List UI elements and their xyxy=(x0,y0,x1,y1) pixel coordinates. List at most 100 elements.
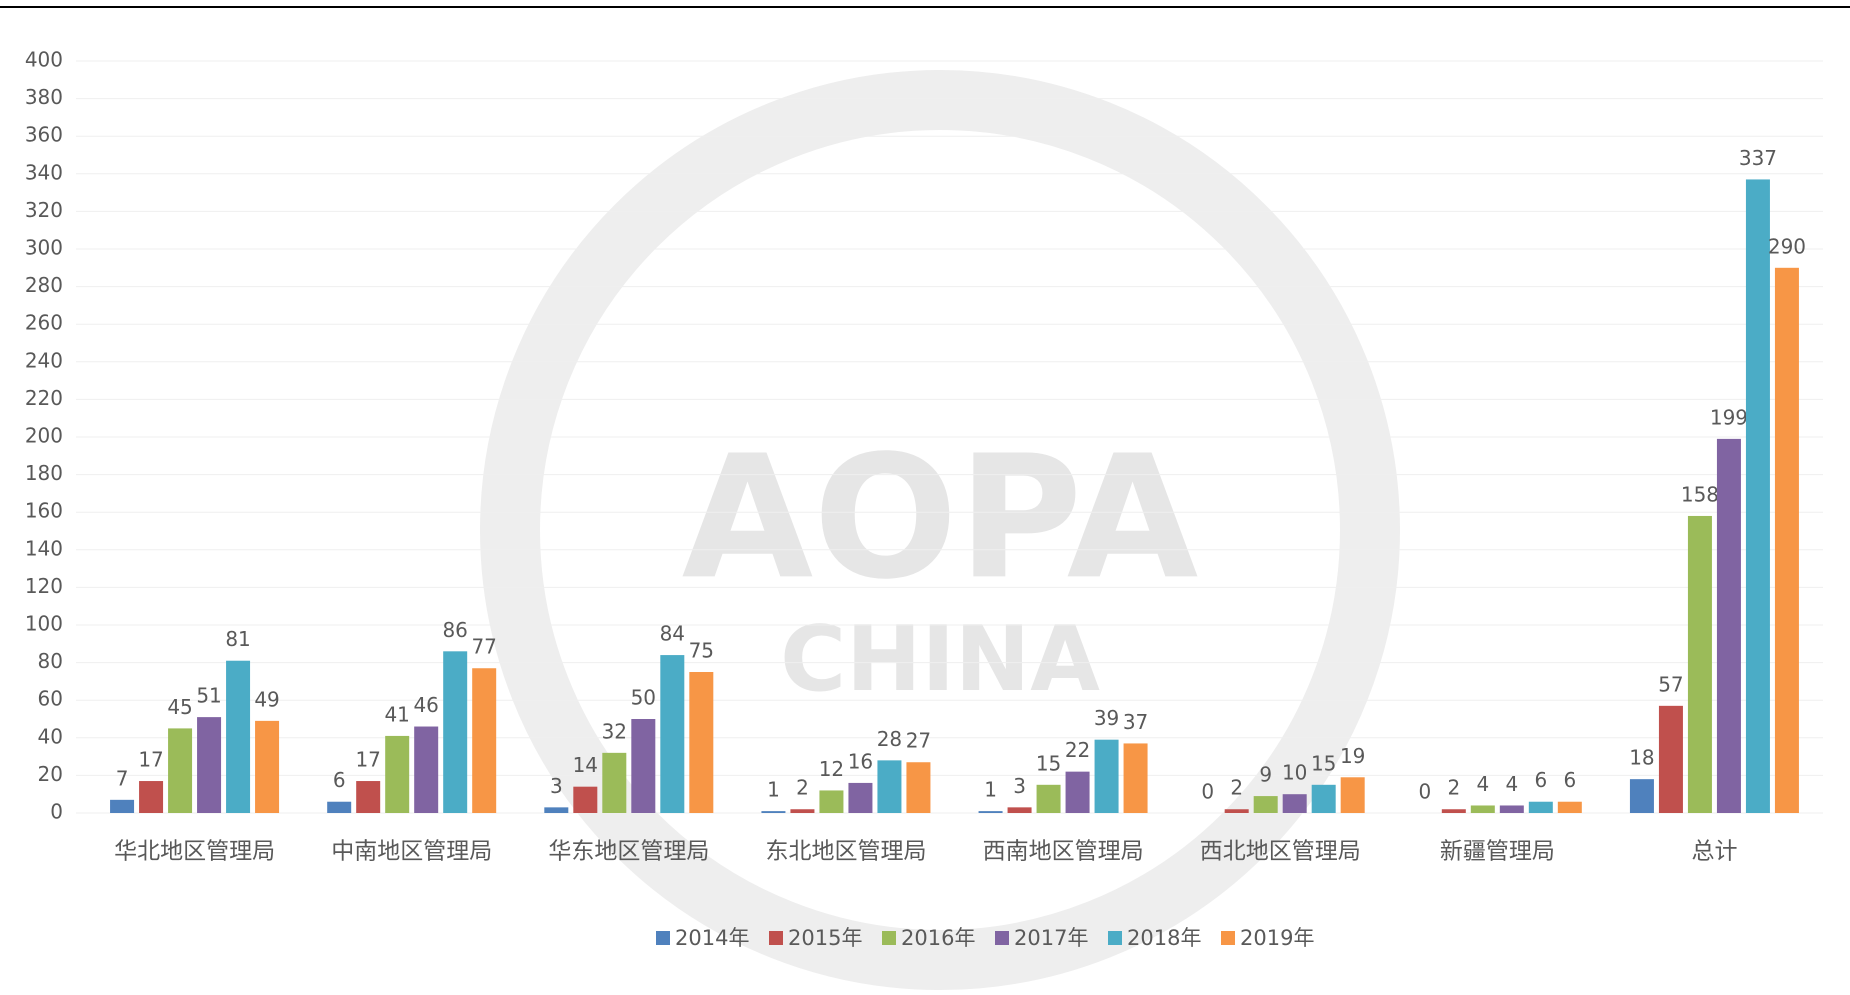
data-label: 6 xyxy=(1563,768,1576,792)
bar xyxy=(1253,796,1278,813)
bar xyxy=(544,807,569,813)
data-label: 199 xyxy=(1710,405,1748,429)
bar xyxy=(1716,438,1741,813)
data-label: 27 xyxy=(906,729,931,753)
bar xyxy=(761,811,786,813)
data-label: 75 xyxy=(689,639,714,663)
data-label: 18 xyxy=(1629,746,1654,770)
data-label: 81 xyxy=(225,627,250,651)
x-tick-label: 华东地区管理局 xyxy=(548,839,709,865)
bar xyxy=(1499,805,1524,813)
data-label: 337 xyxy=(1739,146,1777,170)
legend-label: 2018年 xyxy=(1127,926,1201,950)
y-tick-label: 60 xyxy=(38,687,63,711)
data-label: 46 xyxy=(413,693,438,717)
y-tick-label: 160 xyxy=(25,499,63,523)
data-label: 41 xyxy=(384,702,409,726)
data-label: 2 xyxy=(1447,776,1460,800)
data-label: 1 xyxy=(984,778,997,802)
legend-label: 2014年 xyxy=(675,926,749,950)
data-label: 6 xyxy=(1534,768,1547,792)
legend-label: 2017年 xyxy=(1014,926,1088,950)
bar xyxy=(197,717,222,813)
data-label: 4 xyxy=(1505,772,1518,796)
data-label: 12 xyxy=(819,757,844,781)
x-tick-label: 东北地区管理局 xyxy=(765,839,926,865)
data-label: 84 xyxy=(660,622,685,646)
data-label: 6 xyxy=(333,768,346,792)
bar xyxy=(1745,179,1770,813)
bar xyxy=(1224,809,1249,813)
bar xyxy=(327,801,352,813)
legend-swatch xyxy=(1108,931,1122,945)
legend-label: 2015年 xyxy=(788,926,862,950)
bar xyxy=(602,752,627,813)
bar xyxy=(1036,784,1061,813)
y-tick-label: 180 xyxy=(25,461,63,485)
legend-swatch xyxy=(656,931,670,945)
data-label: 7 xyxy=(116,766,129,790)
bar xyxy=(1557,801,1582,813)
bar xyxy=(110,799,135,813)
bar xyxy=(356,781,381,813)
data-label: 39 xyxy=(1094,706,1119,730)
bar xyxy=(1311,784,1336,813)
bar xyxy=(1094,739,1119,813)
y-tick-label: 220 xyxy=(25,386,63,410)
legend-swatch xyxy=(882,931,896,945)
y-tick-label: 140 xyxy=(25,536,63,560)
bar xyxy=(790,809,815,813)
data-label: 15 xyxy=(1311,751,1336,775)
bar xyxy=(226,660,251,813)
legend-swatch xyxy=(769,931,783,945)
data-label: 16 xyxy=(848,749,873,773)
bar xyxy=(1658,705,1683,813)
data-label: 50 xyxy=(631,686,656,710)
bar xyxy=(877,760,902,813)
y-tick-label: 20 xyxy=(38,762,63,786)
bar xyxy=(385,735,410,813)
data-label: 49 xyxy=(254,687,279,711)
data-label: 10 xyxy=(1282,761,1307,785)
bar xyxy=(1340,777,1365,813)
y-tick-label: 0 xyxy=(50,800,63,824)
y-tick-label: 280 xyxy=(25,273,63,297)
data-label: 0 xyxy=(1418,780,1431,804)
data-label: 57 xyxy=(1658,672,1683,696)
bar xyxy=(414,726,439,813)
y-tick-label: 40 xyxy=(38,724,63,748)
data-label: 15 xyxy=(1036,751,1061,775)
bar xyxy=(1687,515,1712,813)
legend-swatch xyxy=(995,931,1009,945)
x-tick-label: 西北地区管理局 xyxy=(1200,839,1361,865)
watermark-text: AOPA xyxy=(682,419,1199,617)
bar xyxy=(819,790,844,813)
data-label: 17 xyxy=(355,748,380,772)
data-label: 4 xyxy=(1476,772,1489,796)
watermark-ring xyxy=(480,70,1400,990)
data-label: 3 xyxy=(550,774,563,798)
data-label: 22 xyxy=(1065,738,1090,762)
data-label: 14 xyxy=(573,753,598,777)
y-tick-label: 200 xyxy=(25,424,63,448)
bar xyxy=(848,782,873,813)
bar xyxy=(1470,805,1495,813)
data-label: 28 xyxy=(877,727,902,751)
bar xyxy=(631,719,656,813)
y-tick-label: 100 xyxy=(25,612,63,636)
legend-label: 2016年 xyxy=(901,926,975,950)
y-tick-label: 300 xyxy=(25,236,63,260)
data-label: 51 xyxy=(196,684,221,708)
bar xyxy=(573,786,598,813)
y-tick-label: 360 xyxy=(25,123,63,147)
bar xyxy=(255,720,280,813)
data-label: 290 xyxy=(1768,234,1806,258)
bar xyxy=(1774,267,1799,813)
legend-swatch xyxy=(1221,931,1235,945)
y-tick-label: 80 xyxy=(38,649,63,673)
x-tick-label: 中南地区管理局 xyxy=(331,839,492,865)
bar xyxy=(978,811,1003,813)
data-label: 9 xyxy=(1259,763,1272,787)
bar xyxy=(1282,794,1307,813)
